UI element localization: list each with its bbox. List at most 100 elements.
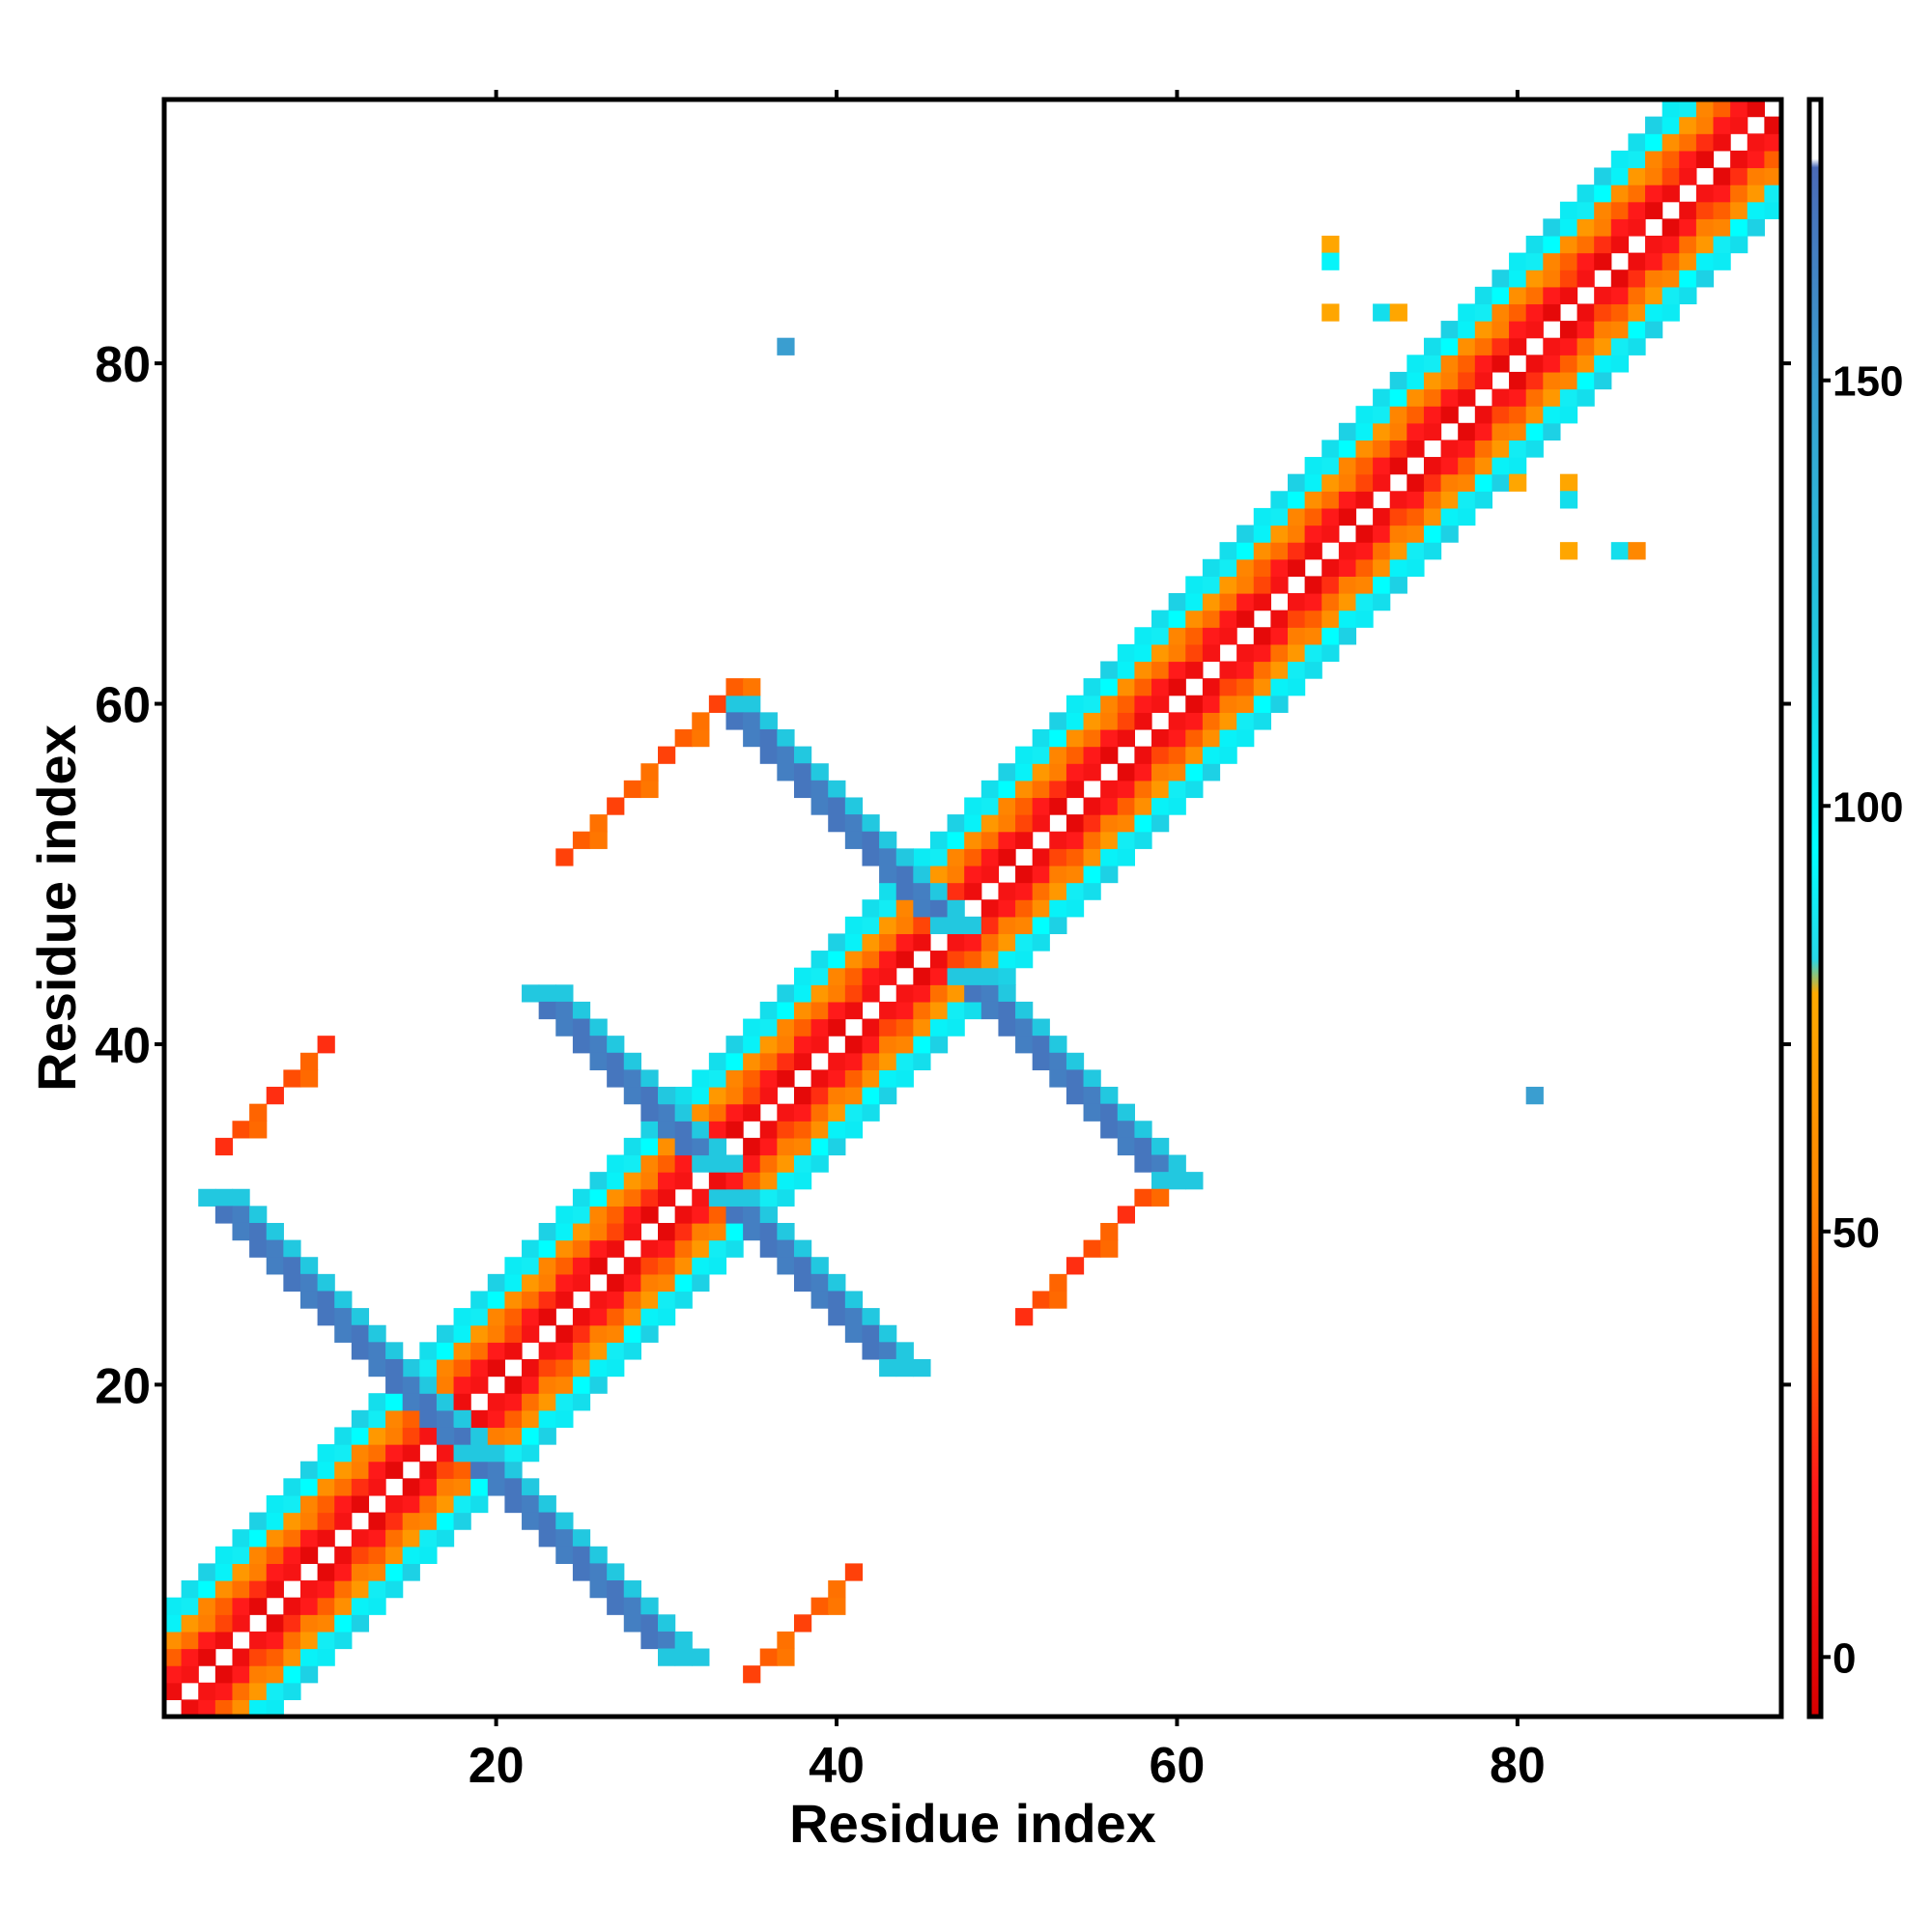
heatmap-cell [844,1001,864,1020]
heatmap-cell [1338,610,1357,628]
heatmap-cell [1151,1154,1170,1173]
heatmap-cell [1253,712,1271,730]
heatmap-cell [1185,1172,1204,1190]
heatmap-cell [283,1494,301,1514]
heatmap-cell [1049,728,1067,748]
heatmap-cell [1525,388,1544,407]
heatmap-cell [1458,491,1476,509]
heatmap-cell [692,1648,710,1666]
heatmap-cell [572,1188,591,1207]
heatmap-cell [266,1546,284,1565]
heatmap-cell [1355,440,1374,458]
heatmap-cell [1594,355,1612,373]
heatmap-cell [879,916,897,935]
heatmap-cell [964,848,982,867]
heatmap-cell [1168,763,1186,781]
heatmap-cell [1440,406,1459,424]
heatmap-cell [793,1154,812,1173]
heatmap-cell [351,1494,370,1514]
heatmap-cell [1236,712,1255,730]
heatmap-cell [1440,321,1459,339]
heatmap-cell [1049,1052,1067,1070]
heatmap-cell [1287,643,1306,663]
heatmap-cell [708,1154,727,1173]
heatmap-cell [743,728,761,748]
heatmap-cell [572,831,591,849]
heatmap-cell [964,916,982,935]
heatmap-cell [1321,643,1340,663]
heatmap-cell [1304,457,1322,475]
heatmap-cell [1474,286,1493,305]
heatmap-cell [1065,865,1085,884]
heatmap-cell [1610,286,1630,305]
heatmap-cell [402,1494,420,1514]
heatmap-cell [743,1154,761,1173]
x-tick-label: 60 [1150,1738,1206,1794]
heatmap-cell [334,1461,353,1479]
heatmap-cell [607,1273,625,1293]
heatmap-cell [895,1358,914,1378]
heatmap-cell [1100,865,1119,884]
heatmap-cell [214,1631,234,1650]
colorbar-tick-label: 50 [1833,1209,1880,1257]
heatmap-cell [810,1273,829,1293]
heatmap-cell [1679,201,1697,219]
heatmap-cell [1577,321,1595,339]
heatmap-cell [964,797,982,815]
heatmap-cell [538,1512,556,1530]
heatmap-cell [862,1308,880,1326]
heatmap-cell [725,1172,744,1190]
heatmap-cell [725,712,744,730]
heatmap-cell [998,797,1016,815]
heatmap-cell [1713,116,1731,134]
heatmap-cell [1610,321,1630,339]
heatmap-cell [725,1239,744,1258]
heatmap-cell [640,1087,659,1105]
heatmap-cell [1117,831,1135,849]
heatmap-cell [249,1563,268,1581]
heatmap-cell [674,1239,693,1258]
heatmap-cell [572,1257,591,1275]
heatmap-cell [1645,201,1663,219]
heatmap-cell [862,933,880,952]
heatmap-cell [759,1222,778,1241]
heatmap-cell [828,1087,846,1105]
heatmap-cell [453,1461,471,1479]
heatmap-cell [1100,848,1119,867]
heatmap-cell [640,1597,659,1615]
heatmap-cell [895,865,914,884]
heatmap-cell [1185,576,1204,594]
heatmap-cell [725,1052,744,1070]
heatmap-cell [793,1273,812,1293]
heatmap-cell [623,1597,641,1615]
heatmap-cell [607,1291,625,1309]
heatmap-cell [470,1444,489,1463]
heatmap-cell [623,1052,641,1070]
heatmap-cell [1168,627,1186,645]
heatmap-cell [1065,1087,1085,1105]
heatmap-cell [1559,321,1578,339]
heatmap-cell [1049,1273,1067,1293]
heatmap-cell [708,695,727,713]
heatmap-cell [522,1358,540,1378]
heatmap-cell [692,712,710,730]
heatmap-cell [232,1188,250,1207]
heatmap-cell [1747,201,1765,219]
heatmap-cell [572,1308,591,1326]
heatmap-cell [538,1409,556,1429]
heatmap-cell [879,831,897,849]
heatmap-cell [998,1001,1016,1020]
heatmap-cell [743,1172,761,1190]
heatmap-cell [1492,321,1510,339]
heatmap-cell [419,1546,438,1565]
heatmap-cell [1134,1188,1152,1207]
heatmap-cell [572,1342,591,1360]
heatmap-cell [623,1580,641,1599]
heatmap-cell [1406,473,1425,492]
heatmap-cell [317,1478,335,1496]
heatmap-cell [572,1393,591,1411]
heatmap-cell [674,1103,693,1122]
heatmap-cell [1440,388,1459,407]
heatmap-cell [879,1342,897,1360]
heatmap-cell [1543,422,1561,441]
